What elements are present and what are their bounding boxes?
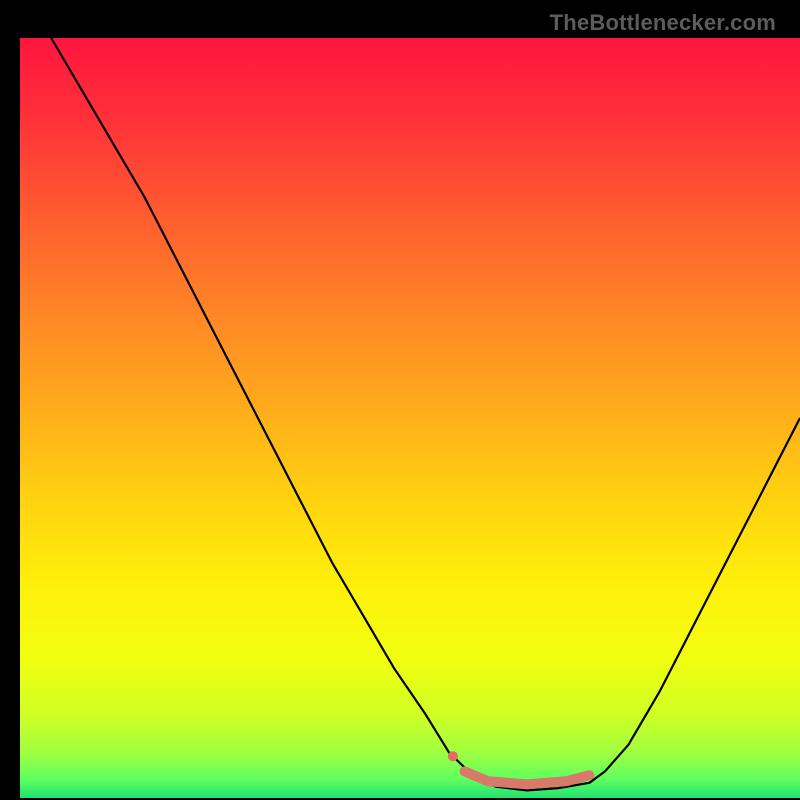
bottleneck-chart (20, 38, 800, 798)
watermark-text: TheBottlenecker.com (550, 10, 776, 36)
range-start-marker (448, 751, 458, 761)
gradient-background (20, 38, 800, 798)
plot-area (20, 38, 800, 798)
chart-frame: TheBottlenecker.com (10, 10, 790, 790)
